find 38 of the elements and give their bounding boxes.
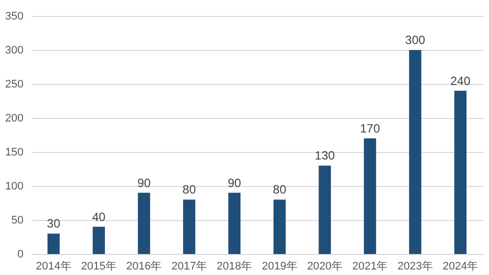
data-label: 90 bbox=[137, 176, 151, 190]
x-tick-label: 2015年 bbox=[81, 260, 117, 272]
data-label: 30 bbox=[46, 216, 61, 231]
data-label: 240 bbox=[450, 74, 471, 88]
bar bbox=[92, 226, 105, 254]
y-tick-label: 300 bbox=[5, 44, 24, 56]
y-tick-label: 250 bbox=[5, 78, 24, 90]
bar bbox=[409, 50, 422, 254]
data-label: 170 bbox=[360, 121, 380, 136]
y-tick-label: 200 bbox=[5, 112, 24, 124]
y-tick-label: 350 bbox=[5, 10, 24, 22]
x-tick-label: 2018年 bbox=[216, 260, 252, 272]
y-tick-label: 0 bbox=[17, 248, 24, 260]
data-label: 80 bbox=[272, 182, 287, 197]
x-tick-label: 2016年 bbox=[126, 260, 162, 272]
bar bbox=[274, 200, 286, 254]
bar bbox=[454, 90, 466, 254]
x-tick-label: 2019年 bbox=[262, 260, 298, 272]
x-tick-label: 2017年 bbox=[171, 260, 207, 272]
bar bbox=[183, 200, 196, 254]
bar bbox=[138, 192, 150, 254]
x-tick-label: 2020年 bbox=[307, 260, 343, 272]
data-label: 130 bbox=[314, 148, 336, 163]
x-tick-label: 2021年 bbox=[352, 260, 388, 272]
y-tick-label: 50 bbox=[11, 214, 24, 226]
x-tick-label: 2014年 bbox=[36, 260, 72, 272]
bar bbox=[228, 192, 240, 254]
data-label: 80 bbox=[182, 182, 196, 197]
data-label: 40 bbox=[92, 210, 106, 224]
bar bbox=[318, 166, 331, 254]
x-tick-label: 2023年 bbox=[397, 260, 433, 272]
data-label: 90 bbox=[228, 176, 242, 190]
y-tick-label: 150 bbox=[5, 146, 24, 158]
data-label: 300 bbox=[405, 33, 426, 47]
bar bbox=[48, 234, 60, 254]
bar bbox=[364, 138, 376, 254]
y-tick-label: 100 bbox=[5, 180, 24, 192]
x-tick-label: 2024年 bbox=[442, 260, 478, 272]
